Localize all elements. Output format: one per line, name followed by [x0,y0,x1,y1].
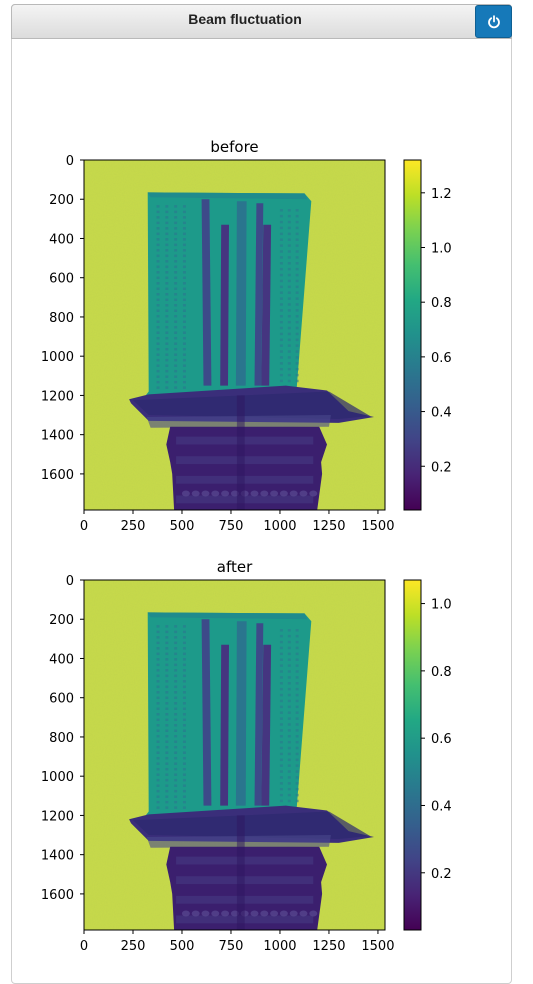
x-tick-label: 500 [170,939,195,954]
y-tick-label: 400 [49,232,74,247]
colorbar-tick-label: 0.4 [431,799,452,814]
chart-title: after [217,558,253,576]
y-tick-label: 800 [49,311,74,326]
colorbar-tick-label: 0.6 [431,351,452,366]
x-tick-label: 1250 [312,519,345,534]
x-tick-label: 1000 [263,519,296,534]
x-tick-label: 750 [219,519,244,534]
y-tick-label: 400 [49,652,74,667]
axes-frame [83,159,386,511]
window-titlebar: Beam fluctuation [11,4,512,39]
x-tick-label: 250 [121,939,146,954]
y-tick-label: 1600 [41,468,74,483]
y-tick-label: 600 [49,692,74,707]
y-tick-label: 600 [49,272,74,287]
y-tick-label: 800 [49,731,74,746]
colorbar-tick-label: 0.2 [431,460,452,475]
y-tick-label: 1000 [41,770,74,785]
axes-frame [83,579,386,931]
heatmap-image [84,160,385,510]
colorbar-tick-label: 1.0 [431,242,452,257]
chart-title: before [210,138,258,156]
y-tick-label: 1200 [41,389,74,404]
y-tick-label: 200 [49,193,74,208]
colorbar-tick-label: 0.4 [431,406,452,421]
x-tick-label: 750 [219,939,244,954]
colorbar [403,579,422,931]
y-tick-label: 1600 [41,888,74,903]
colorbar-tick-label: 0.6 [431,732,452,747]
x-tick-label: 1000 [263,939,296,954]
colorbar-tick-label: 0.2 [431,867,452,882]
x-tick-label: 1250 [312,939,345,954]
heatmap-image [84,580,385,930]
y-tick-label: 1400 [41,429,74,444]
y-tick-label: 200 [49,613,74,628]
heatmap-chart-after: after 0 250 500 750 1000 1250 1500 0 200 400 600 800… [41,558,452,954]
x-tick-label: 0 [80,519,88,534]
window-title: Beam fluctuation [188,11,302,27]
y-tick-label: 1400 [41,849,74,864]
figure-after: after 0 250 500 750 1000 1250 1500 0 200 400 600 800… [0,550,533,970]
heatmap-chart-before: before 0 250 500 750 1000 1250 1500 0 200 400 600 80… [41,138,452,534]
power-icon [487,14,501,29]
x-tick-label: 1500 [361,519,394,534]
y-tick-label: 1000 [41,350,74,365]
y-tick-label: 1200 [41,809,74,824]
x-tick-label: 250 [121,519,146,534]
x-tick-label: 1500 [361,939,394,954]
colorbar-tick-label: 1.2 [431,187,452,202]
power-button[interactable] [475,5,512,38]
colorbar-tick-label: 0.8 [431,296,452,311]
x-tick-label: 500 [170,519,195,534]
y-tick-label: 0 [66,154,74,169]
x-tick-label: 0 [80,939,88,954]
colorbar-tick-label: 1.0 [431,598,452,613]
colorbar [403,159,422,511]
figure-before: before 0 250 500 750 1000 1250 1500 0 200 400 600 80… [0,130,533,550]
colorbar-tick-label: 0.8 [431,665,452,680]
y-tick-label: 0 [66,574,74,589]
